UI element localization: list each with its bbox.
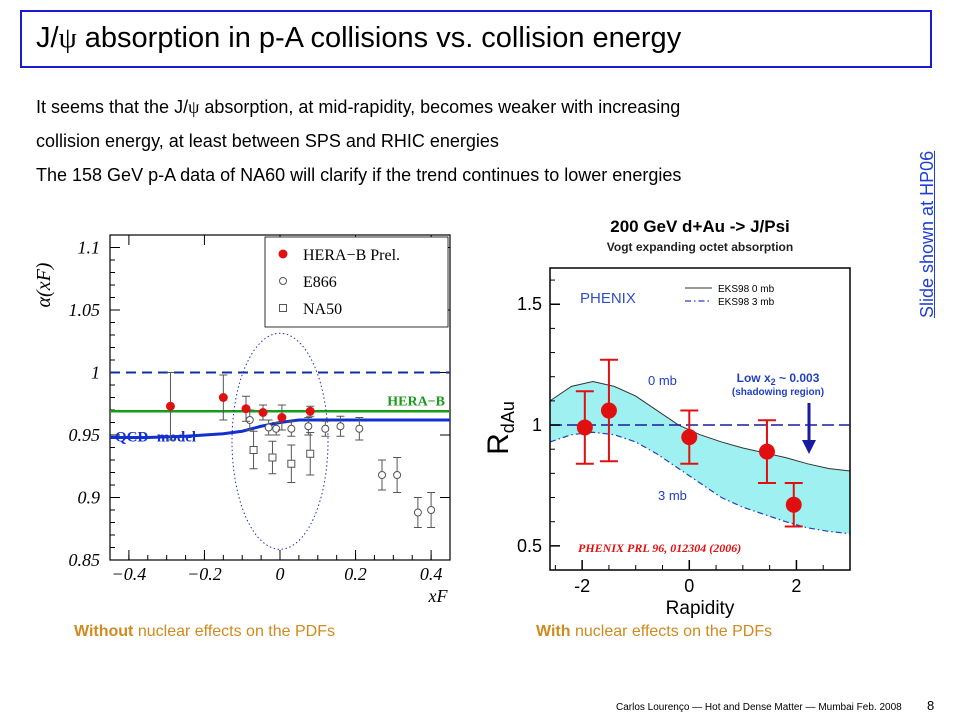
y-tick-label: 0.5 xyxy=(517,536,542,556)
citation: PHENIX PRL 96, 012304 (2006) xyxy=(578,541,741,555)
na50-point xyxy=(268,453,277,462)
phenix-point xyxy=(600,402,617,419)
legend-label-e866: E866 xyxy=(303,274,337,291)
right-caption: With nuclear effects on the PDFs xyxy=(536,623,772,641)
chart-title: 200 GeV d+Au -> J/Psi xyxy=(610,217,790,236)
x-tick-label: -2 xyxy=(574,576,590,596)
e866-point xyxy=(272,424,281,433)
e866-point xyxy=(355,424,364,433)
left-chart: −0.4 −0.2 0 0.2 0.4 0.85 0.9 0.95 1 1.05 1.1 α(xF) x… xyxy=(33,234,451,606)
hera-b-point xyxy=(165,401,175,411)
title-part: absorption in p-A collisions vs. collisi… xyxy=(76,22,682,54)
na50-point xyxy=(306,449,315,458)
annotation-low-x-main: Low x xyxy=(737,371,771,385)
psi-symbol: ψ xyxy=(58,22,77,54)
legend-marker-na50 xyxy=(279,304,287,312)
caption-emphasis: Without xyxy=(74,623,134,640)
e866-point xyxy=(264,423,273,432)
e866-point xyxy=(427,506,436,514)
y-tick-label: 0.85 xyxy=(69,550,101,570)
left-caption: Without nuclear effects on the PDFs xyxy=(74,623,335,641)
page-number: 8 xyxy=(927,698,935,713)
legend-label-3mb: EKS98 3 mb xyxy=(718,297,775,308)
legend-box xyxy=(264,236,449,328)
y-axis-label-sub: dAu xyxy=(498,401,518,433)
y-tick-label: 0.95 xyxy=(69,425,101,445)
slide-title: J/ψ absorption in p-A collisions vs. col… xyxy=(36,22,681,55)
hera-b-point xyxy=(241,404,251,414)
e866-point xyxy=(245,416,254,424)
plot-frame xyxy=(549,267,851,571)
e866-point xyxy=(413,508,422,517)
curve-0mb xyxy=(549,381,851,472)
chart-subtitle: Vogt expanding octet absorption xyxy=(607,240,793,254)
y-tick-label: 1.5 xyxy=(517,294,542,314)
slide-title-box: J/ψ absorption in p-A collisions vs. col… xyxy=(20,10,932,68)
e866-point xyxy=(287,424,296,433)
e866-point xyxy=(321,424,330,433)
experiment-label: PHENIX xyxy=(580,290,636,307)
na50-point xyxy=(287,459,296,468)
y-axis-label: α(xF) xyxy=(33,262,55,307)
body-text: It seems that the J/ xyxy=(36,97,189,117)
x-tick-label: 0.4 xyxy=(420,564,443,584)
y-tick-label: 1.1 xyxy=(78,238,101,258)
x-tick-label: −0.4 xyxy=(112,564,147,584)
caption-emphasis: With xyxy=(536,623,571,640)
legend-marker-e866 xyxy=(279,277,287,285)
y-tick-label: 0.9 xyxy=(78,488,101,508)
phenix-point xyxy=(785,496,802,513)
y-axis-label-main: R xyxy=(482,433,515,455)
annotation-arrow-head xyxy=(802,440,816,454)
x-axis-label: xF xyxy=(428,586,449,606)
shadowing-band xyxy=(550,381,850,534)
body-line-1: It seems that the J/ψ absorption, at mid… xyxy=(36,97,680,118)
hera-b-line-label: HERA−B xyxy=(387,394,445,409)
x-tick-label: −0.2 xyxy=(187,564,222,584)
phenix-point xyxy=(576,419,593,436)
footer-credit: Carlos Lourenço — Hot and Dense Matter —… xyxy=(616,702,902,713)
x-tick-label: 2 xyxy=(791,576,801,596)
legend-label-0mb: EKS98 0 mb xyxy=(718,284,775,295)
caption-text: nuclear effects on the PDFs xyxy=(570,623,773,640)
highlight-ellipse xyxy=(231,332,329,550)
qcd-model-label: QCD−model xyxy=(115,429,196,445)
x-axis-label: Rapidity xyxy=(666,598,735,619)
annotation-low-x: Low x2 ~ 0.003 xyxy=(737,371,820,387)
caption-text: nuclear effects on the PDFs xyxy=(133,623,335,640)
side-link-hp06[interactable]: Slide shown at HP06 xyxy=(917,150,937,318)
x-tick-label: 0 xyxy=(684,576,694,596)
body-text: absorption, at mid-rapidity, becomes wea… xyxy=(199,97,681,117)
legend-marker-hera-b xyxy=(278,249,288,259)
body-line-3: The 158 GeV p-A data of NA60 will clarif… xyxy=(36,165,682,185)
annotation-low-x-rest: ~ 0.003 xyxy=(776,371,820,385)
e866-point xyxy=(336,422,345,431)
hera-b-point xyxy=(258,408,268,417)
e866-point xyxy=(378,471,386,479)
psi-symbol: ψ xyxy=(188,97,200,117)
title-part: J/ xyxy=(36,22,59,54)
legend-label-na50: NA50 xyxy=(303,301,342,318)
phenix-point xyxy=(758,443,775,460)
annotation-shadowing: (shadowing region) xyxy=(732,387,824,398)
y-axis-label: RdAu xyxy=(482,401,518,455)
band-label-0mb: 0 mb xyxy=(648,373,677,388)
band-label-3mb: 3 mb xyxy=(658,488,687,503)
x-tick-label: 0 xyxy=(276,564,285,584)
phenix-point xyxy=(681,429,698,446)
e866-point xyxy=(393,471,402,479)
right-chart: 200 GeV d+Au -> J/Psi Vogt expanding octe… xyxy=(482,217,851,619)
x-tick-label: 0.2 xyxy=(344,564,367,584)
na50-point xyxy=(249,446,258,454)
hera-b-point xyxy=(305,406,315,416)
y-tick-label: 1.05 xyxy=(69,300,101,320)
body-line-2: collision energy, at least between SPS a… xyxy=(36,131,499,151)
hera-b-point xyxy=(277,413,287,422)
y-tick-label: 1 xyxy=(91,363,100,383)
annotation-low-x-sub: 2 xyxy=(771,377,776,387)
hera-b-point xyxy=(218,393,228,402)
e866-point xyxy=(304,422,313,431)
y-tick-label: 1 xyxy=(532,415,542,435)
legend-label-hera-b: HERA−B Prel. xyxy=(303,247,400,264)
